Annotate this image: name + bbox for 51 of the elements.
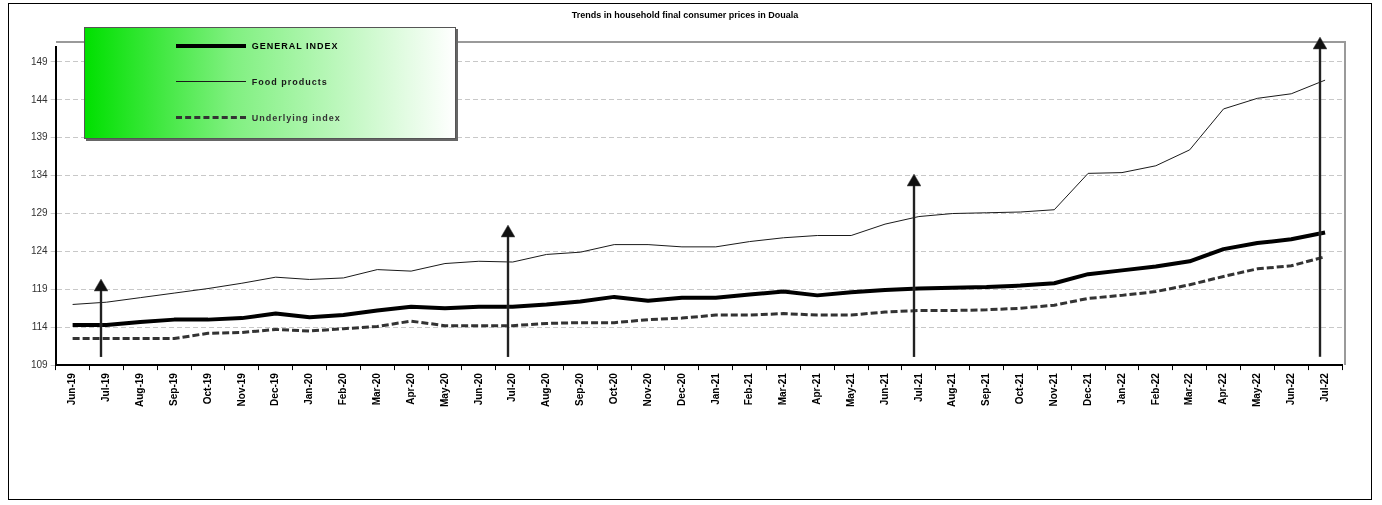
chart-title: Trends in household final consumer prices in Douala: [571, 9, 800, 20]
x-tick-label: Aug-19: [134, 372, 146, 407]
x-tick-label: Dec-19: [269, 372, 281, 406]
y-tick-label: 134: [31, 169, 49, 181]
x-tick-label: Jun-22: [1284, 372, 1296, 406]
x-tick-label: Apr-21: [811, 372, 823, 405]
y-tick-label: 114: [31, 320, 49, 332]
x-tick-label: Oct-21: [1014, 372, 1026, 405]
x-tick-label: Mar-21: [777, 372, 789, 406]
x-tick-label: Nov-20: [641, 372, 653, 407]
x-tick-label: Jun-20: [472, 372, 484, 406]
x-tick-label: Aug-21: [946, 372, 958, 407]
y-tick-label: 124: [31, 245, 49, 257]
x-tick-label: Jan-22: [1115, 372, 1127, 405]
x-tick-label: Nov-19: [235, 372, 247, 407]
x-tick-label: Jan-20: [303, 372, 315, 405]
y-tick-label: 139: [31, 131, 49, 143]
x-tick-label: Feb-20: [337, 372, 349, 406]
x-tick-label: Apr-20: [404, 372, 416, 405]
x-tick-label: Oct-20: [607, 372, 619, 405]
x-tick-label: May-22: [1251, 372, 1263, 407]
x-tick-label: May-21: [844, 372, 856, 407]
x-tick-label: Jun-21: [878, 372, 890, 406]
x-tick-label: Sep-21: [980, 372, 992, 406]
y-tick-label: 129: [31, 207, 49, 219]
x-tick-label: Apr-22: [1217, 372, 1229, 405]
x-tick-label: May-20: [438, 372, 450, 407]
x-tick-label: Mar-22: [1183, 372, 1195, 406]
y-tick-label: 144: [31, 93, 49, 105]
x-tick-label: Jul-20: [506, 372, 518, 402]
x-tick-label: Nov-21: [1048, 372, 1060, 407]
x-tick-label: Dec-21: [1081, 372, 1093, 406]
x-tick-label: Sep-20: [574, 372, 586, 406]
x-tick-label: Oct-19: [201, 372, 213, 405]
x-tick-label: Jun-19: [66, 372, 78, 406]
x-tick-label: Feb-21: [743, 372, 755, 406]
text: Food products: [251, 76, 328, 87]
x-tick-label: Jul-21: [912, 372, 924, 402]
x-tick-label: Aug-20: [540, 372, 552, 407]
x-tick-label: Sep-19: [167, 372, 179, 406]
x-tick-label: Jul-19: [100, 372, 112, 402]
x-tick-label: Mar-20: [371, 372, 383, 406]
x-tick-label: Dec-20: [675, 372, 687, 406]
text: Underlying index: [251, 112, 341, 123]
text: GENERAL INDEX: [251, 40, 339, 51]
x-tick-label: Jan-21: [709, 372, 721, 405]
x-tick-label: Jul-22: [1318, 372, 1330, 402]
y-tick-label: 119: [31, 283, 49, 295]
x-tick-label: Feb-22: [1149, 372, 1161, 406]
y-tick-label: 149: [31, 55, 49, 67]
y-tick-label: 109: [31, 358, 49, 370]
